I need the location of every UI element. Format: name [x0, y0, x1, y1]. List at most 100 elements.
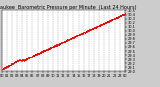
- Point: [95, 26, 98, 27]
- Point: [7, 65, 9, 66]
- Point: [77, 34, 80, 36]
- Point: [61, 41, 64, 43]
- Point: [50, 46, 52, 48]
- Point: [30, 56, 32, 58]
- Point: [85, 31, 88, 32]
- Point: [93, 27, 95, 28]
- Point: [10, 64, 12, 66]
- Point: [96, 25, 99, 27]
- Point: [36, 54, 38, 55]
- Point: [99, 25, 101, 26]
- Point: [57, 44, 60, 45]
- Point: [116, 17, 119, 18]
- Point: [25, 58, 27, 60]
- Point: [119, 15, 122, 16]
- Point: [1, 68, 3, 69]
- Point: [41, 51, 44, 52]
- Point: [103, 23, 105, 24]
- Point: [30, 55, 33, 57]
- Point: [121, 14, 124, 15]
- Point: [66, 40, 69, 41]
- Point: [96, 26, 99, 27]
- Point: [89, 28, 92, 29]
- Point: [34, 54, 36, 55]
- Point: [87, 30, 89, 31]
- Point: [118, 15, 121, 17]
- Point: [91, 28, 94, 29]
- Point: [25, 58, 28, 60]
- Point: [35, 54, 37, 55]
- Point: [48, 48, 50, 49]
- Point: [40, 51, 42, 53]
- Point: [96, 26, 98, 27]
- Point: [61, 42, 63, 43]
- Point: [14, 61, 16, 62]
- Point: [12, 62, 14, 63]
- Point: [78, 34, 80, 35]
- Point: [109, 20, 111, 21]
- Point: [110, 20, 113, 21]
- Point: [123, 13, 125, 15]
- Point: [2, 67, 5, 69]
- Point: [108, 20, 111, 21]
- Point: [122, 14, 125, 15]
- Point: [52, 45, 55, 46]
- Point: [117, 17, 119, 18]
- Point: [77, 34, 80, 35]
- Point: [46, 49, 48, 50]
- Point: [84, 32, 87, 33]
- Point: [46, 48, 48, 50]
- Point: [74, 36, 76, 37]
- Point: [7, 65, 10, 66]
- Point: [32, 54, 35, 56]
- Point: [107, 21, 110, 22]
- Point: [90, 29, 92, 30]
- Point: [71, 37, 74, 39]
- Point: [63, 40, 66, 42]
- Point: [76, 35, 78, 36]
- Point: [24, 59, 27, 60]
- Point: [31, 56, 34, 57]
- Point: [120, 15, 122, 16]
- Point: [15, 60, 17, 62]
- Point: [5, 66, 8, 67]
- Point: [79, 34, 81, 35]
- Point: [87, 30, 90, 31]
- Point: [49, 48, 52, 49]
- Point: [103, 22, 105, 24]
- Point: [94, 27, 96, 28]
- Point: [2, 68, 4, 70]
- Point: [56, 44, 59, 45]
- Point: [106, 20, 109, 22]
- Point: [60, 42, 63, 44]
- Point: [81, 33, 83, 34]
- Point: [6, 65, 9, 67]
- Point: [104, 23, 106, 24]
- Point: [71, 36, 73, 38]
- Point: [91, 29, 94, 30]
- Point: [56, 44, 58, 46]
- Point: [58, 44, 61, 45]
- Point: [12, 62, 14, 64]
- Point: [113, 18, 116, 19]
- Point: [90, 28, 93, 29]
- Point: [4, 67, 7, 68]
- Point: [21, 59, 24, 60]
- Point: [59, 43, 62, 44]
- Point: [120, 14, 122, 16]
- Point: [63, 41, 65, 43]
- Point: [14, 61, 17, 62]
- Point: [114, 17, 117, 19]
- Point: [23, 60, 26, 61]
- Point: [94, 27, 97, 28]
- Point: [88, 29, 90, 31]
- Point: [57, 44, 59, 45]
- Point: [117, 16, 120, 18]
- Point: [93, 27, 96, 28]
- Point: [22, 59, 24, 61]
- Point: [69, 37, 72, 39]
- Point: [81, 32, 84, 34]
- Point: [107, 21, 109, 22]
- Point: [44, 50, 46, 51]
- Point: [23, 59, 26, 60]
